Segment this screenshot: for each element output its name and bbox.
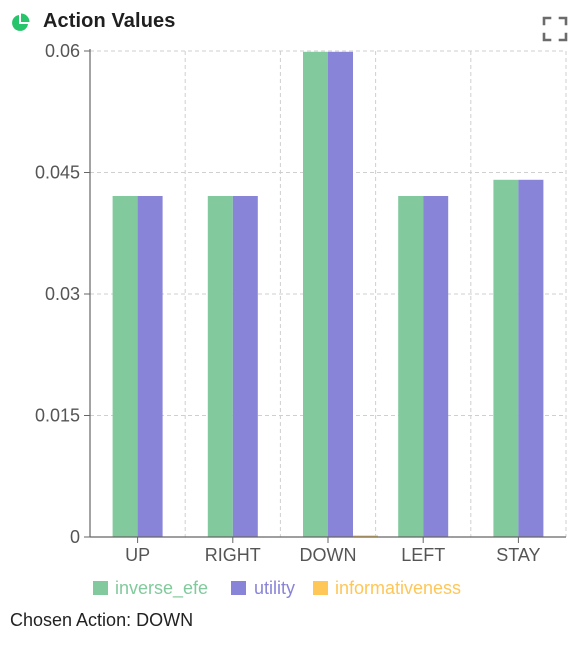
y-tick-label: 0.045 — [35, 163, 80, 183]
bar-layer — [112, 51, 544, 538]
bar-inverse_efe-up[interactable] — [112, 195, 138, 538]
bar-inverse_efe-right[interactable] — [207, 195, 233, 538]
pie-chart-icon — [12, 13, 30, 31]
panel-title: Action Values — [43, 10, 176, 32]
legend-swatch-utility — [231, 581, 246, 595]
fullscreen-button[interactable] — [542, 16, 568, 42]
bar-inverse_efe-stay[interactable] — [493, 179, 519, 538]
y-tick-label: 0.06 — [45, 41, 80, 61]
bar-utility-right[interactable] — [232, 195, 258, 538]
bar-inverse_efe-down[interactable] — [303, 51, 328, 538]
chosen-action-text: Chosen Action: DOWN — [10, 610, 194, 630]
x-tick-label: LEFT — [401, 545, 445, 565]
legend-swatch-informativeness — [313, 581, 328, 595]
bar-utility-stay[interactable] — [518, 179, 544, 538]
y-tick-label: 0.015 — [35, 406, 80, 426]
bar-informativeness-down[interactable] — [353, 535, 378, 537]
legend-item-informativeness[interactable]: informativeness — [313, 578, 461, 598]
legend-label-utility: utility — [254, 578, 295, 598]
y-tick-label: 0 — [70, 527, 80, 547]
bar-inverse_efe-left[interactable] — [398, 195, 424, 538]
legend[interactable]: inverse_efe utility informativeness — [93, 578, 461, 599]
fullscreen-icon — [542, 16, 568, 42]
panel-header: Action Values — [0, 0, 586, 48]
y-tick-label: 0.03 — [45, 284, 80, 304]
legend-item-inverse_efe[interactable]: inverse_efe — [93, 578, 208, 599]
legend-swatch-inverse_efe — [93, 581, 108, 595]
x-tick-label: STAY — [496, 545, 540, 565]
legend-label-inverse_efe: inverse_efe — [115, 578, 208, 599]
legend-item-utility[interactable]: utility — [231, 578, 295, 598]
bar-utility-left[interactable] — [423, 195, 449, 538]
bar-utility-down[interactable] — [328, 51, 353, 538]
bar-utility-up[interactable] — [137, 195, 163, 538]
axis-layer: 0 0.015 0.03 0.045 0.06 UP RIGHT DOWN LEFT STAY — [35, 41, 566, 565]
legend-label-informativeness: informativeness — [335, 578, 461, 598]
x-tick-label: DOWN — [300, 545, 357, 565]
x-tick-label: UP — [125, 545, 150, 565]
x-tick-label: RIGHT — [205, 545, 261, 565]
